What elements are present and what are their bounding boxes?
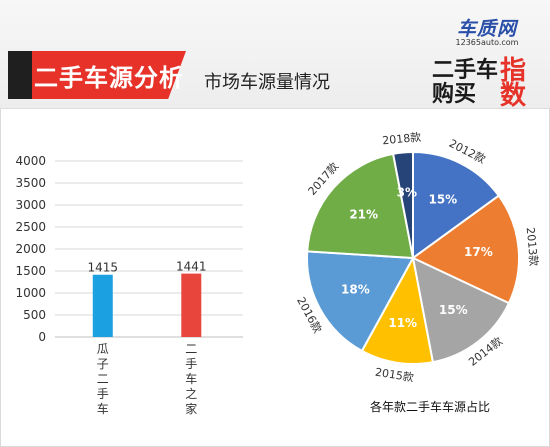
logo-url: 12365auto.com <box>455 38 519 47</box>
y-tick-label: 4000 <box>15 154 46 168</box>
pie-slice <box>412 150 501 260</box>
y-tick-label: 3500 <box>15 176 46 190</box>
y-tick-label: 2000 <box>15 242 46 256</box>
y-tick-label: 0 <box>38 330 46 344</box>
pie-percent-label: 15% <box>428 192 457 206</box>
page-title: 二手车源分析 <box>34 64 184 92</box>
pie-slice <box>306 152 415 260</box>
pie-title: 各年款二手车车源占比 <box>370 399 490 414</box>
y-tick-label: 500 <box>23 308 46 322</box>
x-tick-label: 瓜子二手车 <box>97 342 109 416</box>
logo-accent-2: 数 <box>500 81 527 111</box>
pie-slice <box>306 250 415 353</box>
pie-percent-label: 21% <box>349 208 378 222</box>
bar-value-label: 1415 <box>87 261 118 275</box>
pie-slice <box>411 194 520 305</box>
x-tick-label: 二手车之家 <box>185 342 197 416</box>
pie-percent-label: 15% <box>439 303 468 317</box>
pie-slice <box>360 255 435 365</box>
pie-slice <box>391 150 414 259</box>
title-banner <box>8 51 186 99</box>
pie-year-label: 2018款 <box>382 130 422 148</box>
logo-line-1: 二手车 <box>432 58 499 83</box>
pie-year-label: 2015款 <box>374 365 415 385</box>
page-subtitle: 市场车源量情况 <box>204 72 330 93</box>
pie-percent-label: 11% <box>388 316 417 330</box>
y-tick-label: 2500 <box>15 220 46 234</box>
logo-line-2: 购买 <box>432 82 477 107</box>
pie-percent-label: 17% <box>464 245 493 259</box>
y-tick-label: 3000 <box>15 198 46 212</box>
y-tick-label: 1500 <box>15 264 46 278</box>
pie-percent-label: 3% <box>397 186 417 200</box>
logo-site-name: 车质网 <box>456 18 517 40</box>
pie-slice <box>411 256 511 364</box>
logo-accent-1: 指 <box>500 56 527 86</box>
title-banner-accent <box>8 51 32 99</box>
pie-year-label: 2013款 <box>524 227 542 267</box>
bar-value-label: 1441 <box>176 260 207 274</box>
bar <box>92 274 113 337</box>
bar <box>181 273 202 337</box>
pie-percent-label: 18% <box>341 283 370 297</box>
y-tick-label: 1000 <box>15 286 46 300</box>
header-divider <box>0 108 550 109</box>
